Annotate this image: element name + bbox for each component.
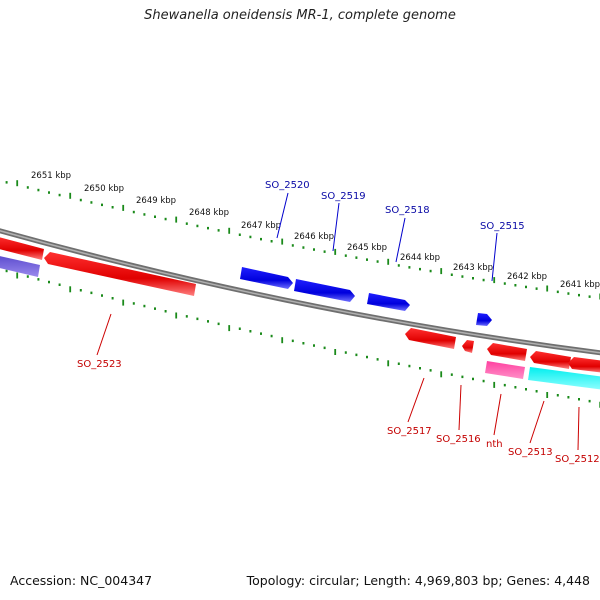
leader-line (493, 393, 502, 436)
gene-label-so-2519: SO_2519 (321, 191, 366, 202)
gene-so-2512[interactable] (568, 357, 600, 373)
reverse-genes (0, 237, 600, 390)
gene-label-so-2516: SO_2516 (436, 434, 481, 445)
gene-label-so-2523: SO_2523 (77, 359, 122, 370)
tick-labels: 2651 kbp 2650 kbp 2649 kbp 2648 kbp 2647… (31, 171, 600, 290)
gene-so-2515[interactable] (476, 313, 492, 326)
tick-label: 2642 kbp (507, 272, 547, 282)
bottom-gene-labels: SO_2523 SO_2517 SO_2516 nth SO_2513 SO_2… (77, 313, 600, 465)
gene-so-2513[interactable] (530, 351, 571, 369)
gene-partial-left-1 (0, 237, 44, 260)
lower-tick-ring (5, 269, 600, 408)
map-title: Shewanella oneidensis MR-1, complete gen… (144, 8, 456, 23)
gene-partial-left-2 (0, 256, 40, 277)
gene-so-2519[interactable] (294, 279, 355, 302)
gene-label-so-2518: SO_2518 (385, 205, 430, 216)
gene-cyan-feature[interactable] (528, 367, 600, 390)
gene-label-so-2512: SO_2512 (555, 454, 600, 465)
tick-label: 2649 kbp (136, 196, 176, 206)
genome-summary-text: Topology: circular; Length: 4,969,803 bp… (246, 573, 590, 588)
gene-so-2517[interactable] (405, 328, 456, 349)
tick-label: 2645 kbp (347, 243, 387, 253)
top-gene-labels: SO_2520 SO_2519 SO_2518 SO_2515 (265, 180, 525, 282)
leader-line (276, 192, 289, 239)
tick-label: 2647 kbp (241, 221, 281, 231)
leader-line (395, 217, 406, 263)
gene-so-2523[interactable] (44, 252, 196, 296)
leader-line (529, 400, 545, 444)
leader-line (96, 313, 112, 356)
tick-label: 2650 kbp (84, 184, 124, 194)
leader-line (332, 202, 340, 252)
leader-line (458, 384, 462, 431)
leader-line (577, 406, 580, 451)
gene-label-so-2515: SO_2515 (480, 221, 525, 232)
tick-label: 2648 kbp (189, 208, 229, 218)
tick-label: 2641 kbp (560, 280, 600, 290)
tick-label: 2651 kbp (31, 171, 71, 181)
tick-label: 2643 kbp (453, 263, 493, 273)
leader-line (491, 232, 498, 282)
accession-text: Accession: NC_004347 (10, 573, 153, 588)
gene-label-so-2513: SO_2513 (508, 447, 553, 458)
gene-so-2514[interactable] (485, 361, 525, 379)
tick-label: 2644 kbp (400, 253, 440, 263)
gene-so-2520[interactable] (240, 267, 293, 289)
leader-line (407, 377, 425, 423)
gene-nth[interactable] (487, 343, 527, 361)
forward-genes (240, 267, 492, 326)
gene-so-2518[interactable] (367, 293, 410, 311)
gene-label-so-2517: SO_2517 (387, 426, 432, 437)
genome-backbone (0, 228, 600, 356)
gene-label-nth: nth (486, 439, 503, 450)
upper-tick-ring (5, 180, 600, 300)
gene-so-2516[interactable] (462, 340, 474, 353)
gene-label-so-2520: SO_2520 (265, 180, 310, 191)
tick-label: 2646 kbp (294, 232, 334, 242)
